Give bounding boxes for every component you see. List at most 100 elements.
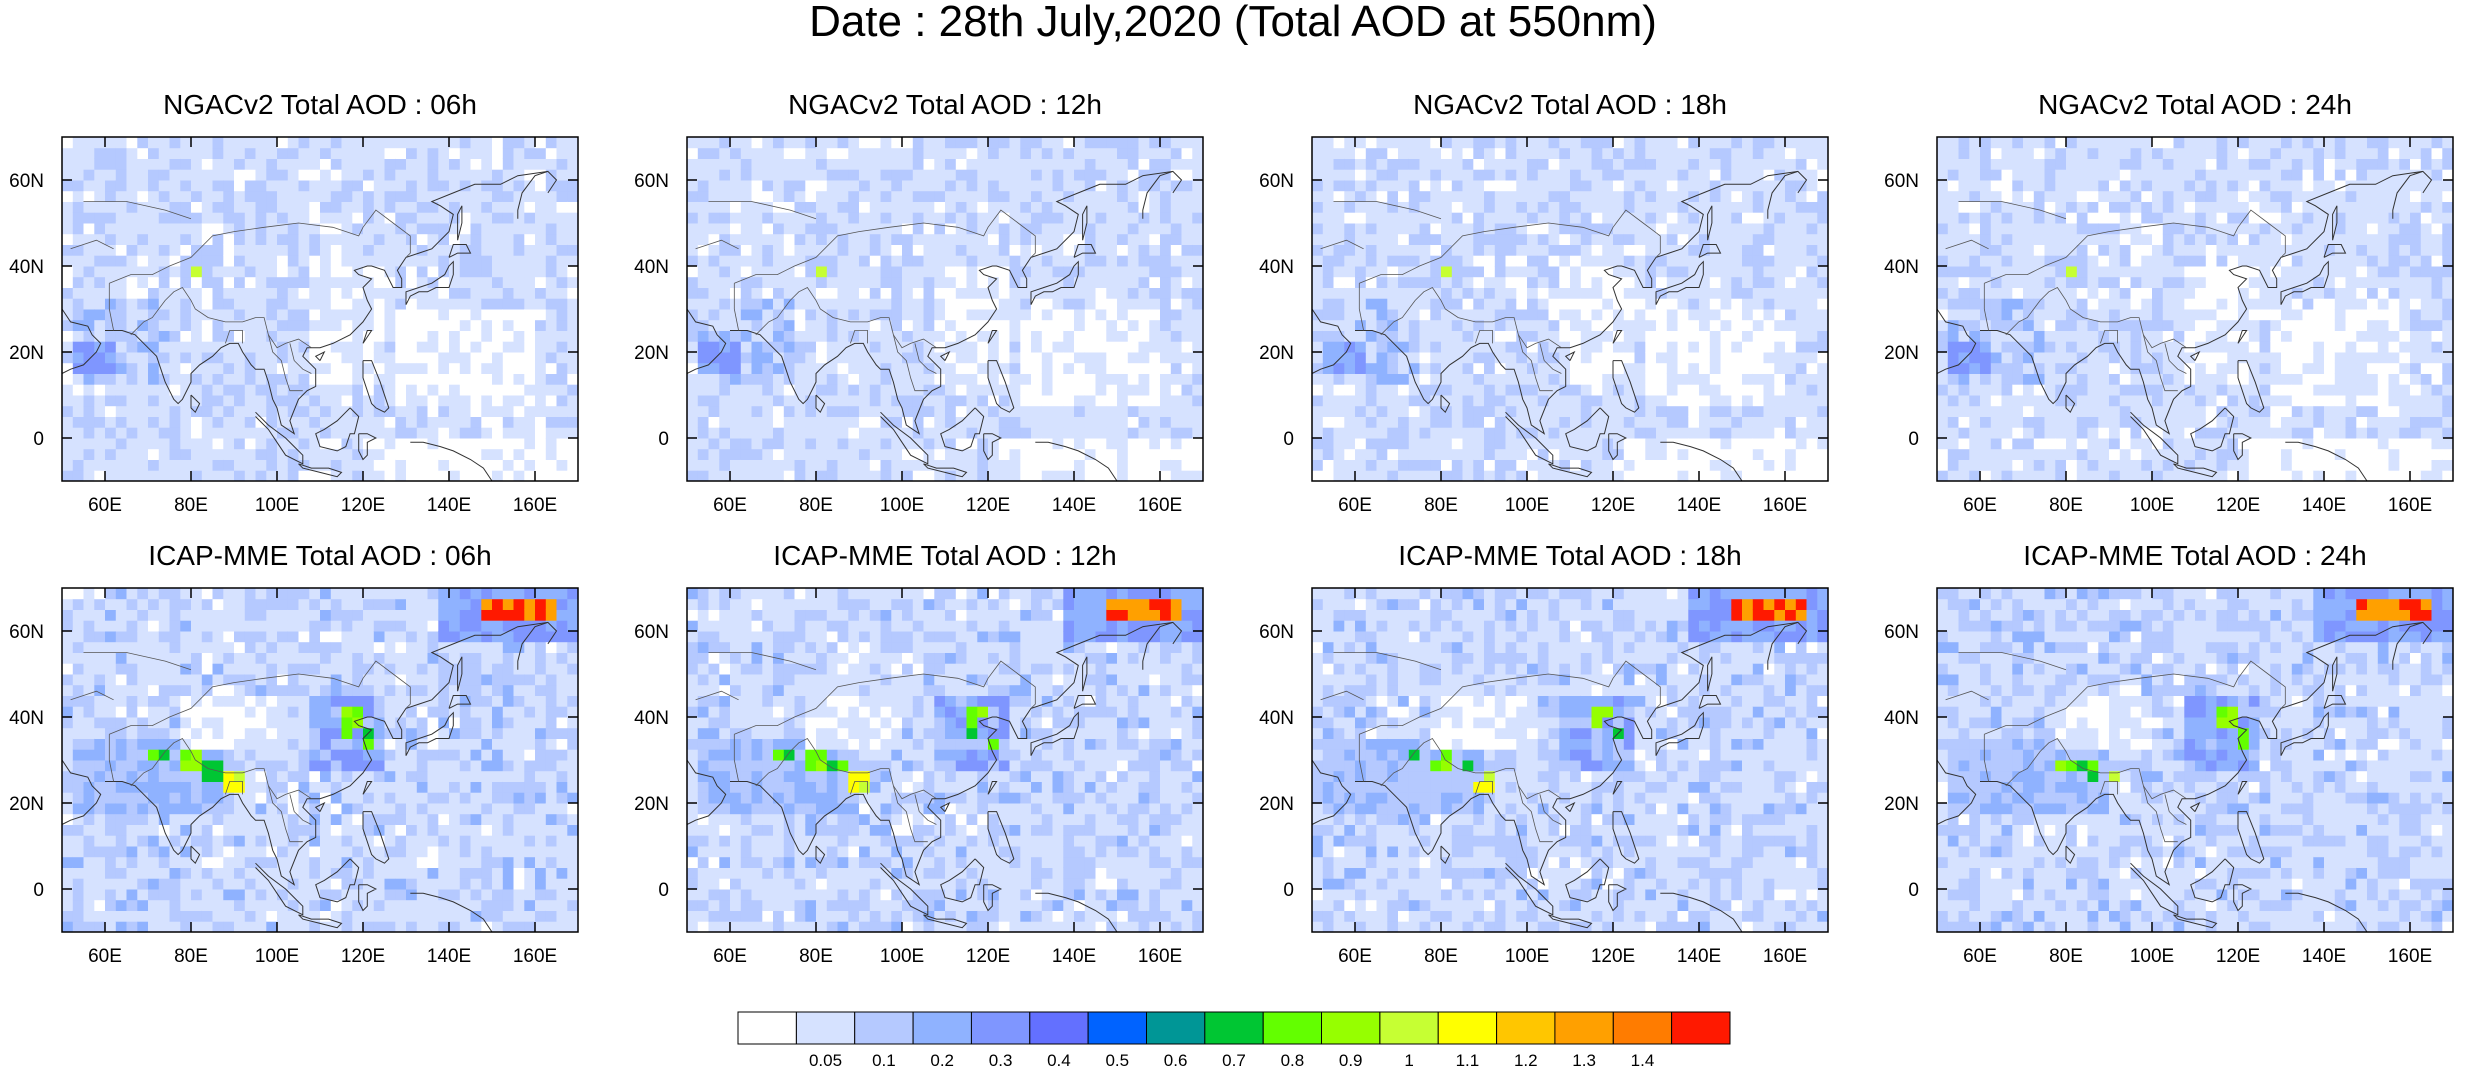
aod-cell xyxy=(1074,405,1086,417)
aod-cell xyxy=(266,244,278,256)
aod-cell xyxy=(1645,416,1657,428)
aod-cell xyxy=(1795,362,1807,374)
aod-cell xyxy=(805,158,817,170)
aod-cell xyxy=(1613,373,1625,385)
aod-cell xyxy=(459,180,471,192)
aod-cell xyxy=(1398,319,1410,331)
border-line xyxy=(1518,334,1553,392)
coastline xyxy=(1082,205,1088,241)
aod-cell xyxy=(1441,373,1453,385)
aod-cell xyxy=(513,319,525,331)
aod-cell xyxy=(309,459,321,471)
aod-cell xyxy=(470,395,482,407)
aod-cell xyxy=(1699,287,1711,299)
aod-cell xyxy=(395,190,407,202)
aod-cell xyxy=(1084,147,1096,159)
aod-cell xyxy=(1473,244,1485,256)
aod-cell xyxy=(1031,438,1043,450)
aod-cell xyxy=(1408,158,1420,170)
aod-cell xyxy=(1666,352,1678,364)
aod-cell xyxy=(1505,233,1517,245)
aod-cell xyxy=(1376,384,1388,396)
aod-cell xyxy=(1494,180,1506,192)
aod-cell xyxy=(1537,180,1549,192)
aod-cell xyxy=(730,147,742,159)
aod-cell xyxy=(427,137,439,149)
aod-cell xyxy=(848,298,860,310)
aod-cell xyxy=(1494,438,1506,450)
aod-cell xyxy=(697,233,709,245)
aod-cell xyxy=(567,416,579,428)
map-frame xyxy=(686,136,1204,482)
aod-cell xyxy=(1634,233,1646,245)
aod-cell xyxy=(977,373,989,385)
aod-cell xyxy=(1376,255,1388,267)
aod-cell xyxy=(72,341,84,353)
aod-cell xyxy=(148,319,160,331)
aod-cell xyxy=(115,223,127,235)
aod-cell xyxy=(826,427,838,439)
aod-cell xyxy=(945,352,957,364)
aod-cell xyxy=(341,287,353,299)
aod-cell xyxy=(1817,384,1829,396)
aod-cell xyxy=(880,427,892,439)
aod-cell xyxy=(266,255,278,267)
aod-cell xyxy=(481,298,493,310)
aod-cell xyxy=(1462,459,1474,471)
aod-cell xyxy=(1656,459,1668,471)
aod-cell xyxy=(1958,395,1970,407)
aod-cell xyxy=(1473,298,1485,310)
aod-cell xyxy=(1958,362,1970,374)
aod-cell xyxy=(1742,244,1754,256)
aod-cell xyxy=(481,319,493,331)
aod-cell xyxy=(1484,298,1496,310)
aod-cell xyxy=(556,438,568,450)
aod-cell xyxy=(1074,362,1086,374)
aod-cell xyxy=(438,384,450,396)
aod-cell xyxy=(1709,352,1721,364)
aod-cell xyxy=(62,212,74,224)
aod-cell xyxy=(1322,180,1334,192)
aod-cell xyxy=(1990,266,2002,278)
aod-cell xyxy=(719,169,731,181)
aod-cell xyxy=(1192,169,1204,181)
aod-cell xyxy=(1623,266,1635,278)
aod-cell xyxy=(470,190,482,202)
aod-cell xyxy=(1181,470,1193,482)
aod-cell xyxy=(923,223,935,235)
aod-cell xyxy=(223,405,235,417)
aod-cell xyxy=(1937,255,1949,267)
aod-cell xyxy=(1149,287,1161,299)
aod-cell xyxy=(126,137,138,149)
aod-cell xyxy=(201,158,213,170)
aod-cell xyxy=(1613,158,1625,170)
aod-cell xyxy=(1602,298,1614,310)
aod-cell xyxy=(1170,180,1182,192)
aod-cell xyxy=(438,298,450,310)
aod-cell xyxy=(740,448,752,460)
aod-cell xyxy=(191,459,203,471)
aod-cell xyxy=(1785,341,1797,353)
aod-cell xyxy=(373,405,385,417)
aod-cell xyxy=(773,362,785,374)
aod-cell xyxy=(794,309,806,321)
aod-cell xyxy=(1020,212,1032,224)
aod-cell xyxy=(373,276,385,288)
aod-cell xyxy=(1333,158,1345,170)
aod-cell xyxy=(438,438,450,450)
aod-cell xyxy=(1312,212,1324,224)
aod-cell xyxy=(1785,266,1797,278)
aod-cell xyxy=(244,309,256,321)
aod-cell xyxy=(1699,137,1711,149)
aod-cell xyxy=(1709,201,1721,213)
aod-cell xyxy=(848,147,860,159)
aod-cell xyxy=(891,147,903,159)
aod-cell xyxy=(459,201,471,213)
aod-cell xyxy=(1785,427,1797,439)
aod-cell xyxy=(1063,395,1075,407)
aod-cell xyxy=(1527,158,1539,170)
aod-cell xyxy=(762,244,774,256)
aod-cell xyxy=(794,459,806,471)
lat-tick-label: 40N xyxy=(634,257,669,278)
aod-cell xyxy=(320,147,332,159)
